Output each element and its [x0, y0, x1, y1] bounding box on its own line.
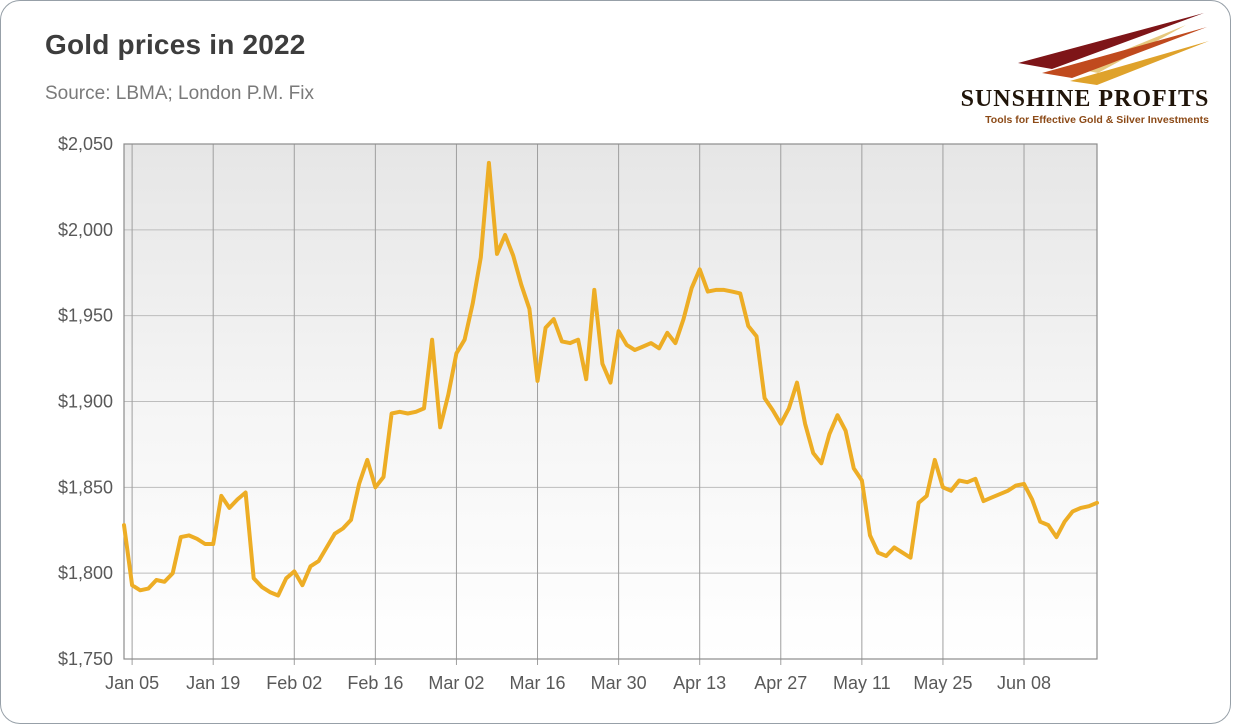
plot-border	[123, 143, 1098, 660]
x-axis-label: Mar 16	[510, 673, 566, 693]
x-axis-label: May 25	[913, 673, 972, 693]
x-axis-label: Mar 02	[428, 673, 484, 693]
y-axis-label: $1,950	[58, 306, 113, 326]
logo-ray-gold-icon	[1070, 41, 1209, 85]
logo-ray-red-icon	[1042, 27, 1207, 78]
gold-price-chart: $1,750 $1,800 $1,850 $1,900 $1,950 $2,000 $2,0…	[58, 134, 1099, 693]
x-axis-label: Feb 16	[347, 673, 403, 693]
x-axis-label: Jan 05	[105, 673, 159, 693]
logo-wordmark: SUNSHINE PROFITS	[961, 86, 1210, 112]
y-axis-label: $1,900	[58, 392, 113, 412]
logo-graphic: SUNSHINE PROFITS Tools for Effective Gol…	[961, 13, 1210, 126]
x-axis-label: Feb 02	[266, 673, 322, 693]
y-axis-label: $1,800	[58, 563, 113, 583]
source-note: Source: LBMA; London P.M. Fix	[45, 83, 314, 104]
y-axis-label: $2,000	[58, 220, 113, 240]
x-axis-label: Mar 30	[591, 673, 647, 693]
x-axis-label: Apr 27	[754, 673, 807, 693]
gold-price-line	[122, 160, 1099, 598]
page-title: Gold prices in 2022	[45, 29, 306, 60]
x-axis-label: Jun 08	[997, 673, 1051, 693]
y-axis-label: $1,850	[58, 477, 113, 497]
x-axis-label: May 11	[833, 673, 891, 693]
x-axis-label: Apr 13	[673, 673, 726, 693]
y-axis-label: $1,750	[58, 649, 113, 669]
logo-tagline: Tools for Effective Gold & Silver Invest…	[985, 114, 1209, 126]
x-axis-label: Jan 19	[186, 673, 240, 693]
logo-ray-dark-red-icon	[1018, 13, 1204, 69]
y-axis-label: $2,050	[58, 134, 113, 154]
sunshine-profits-logo: SUNSHINE PROFITS Tools for Effective Gol…	[960, 11, 1212, 129]
